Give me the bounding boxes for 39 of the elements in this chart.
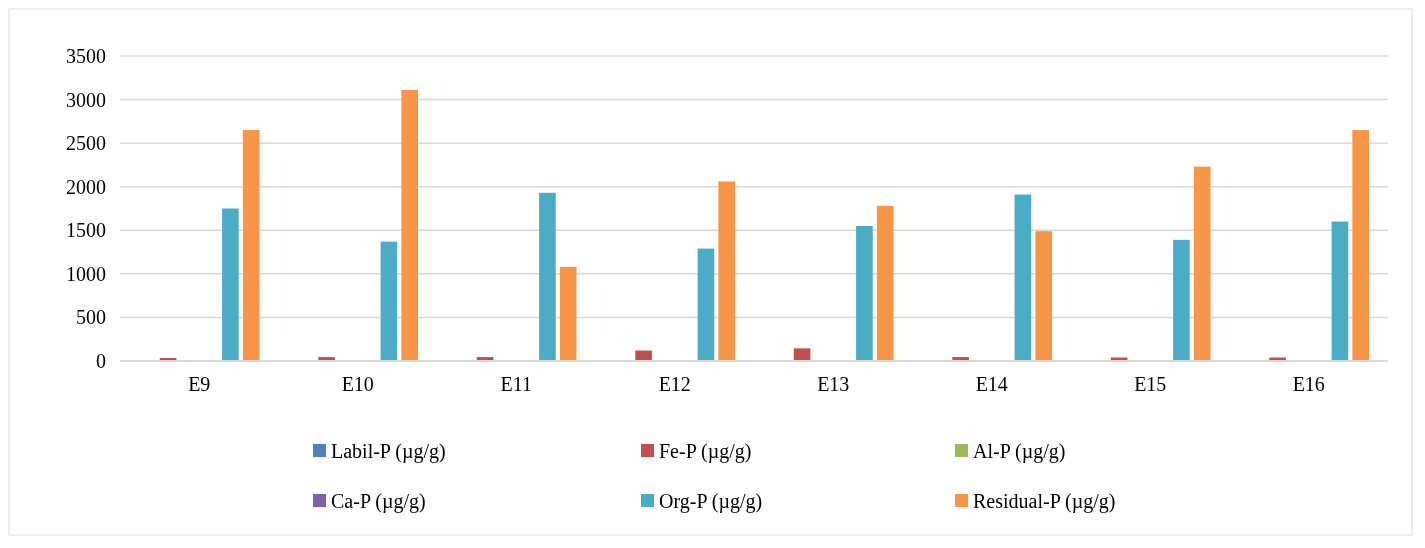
y-tick-label: 3500 <box>66 45 106 67</box>
legend-label: Labil-P (µg/g) <box>331 440 446 463</box>
y-tick-label: 2000 <box>66 175 106 198</box>
legend-label: Org-P (µg/g) <box>659 490 763 513</box>
bar <box>697 248 715 361</box>
y-tick-label: 0 <box>96 350 106 372</box>
x-tick-label: E11 <box>500 373 532 395</box>
x-tick-label: E10 <box>341 373 374 395</box>
bar <box>222 208 239 361</box>
legend-label: Residual-P (µg/g) <box>973 490 1116 513</box>
x-tick-label: E16 <box>1292 373 1325 395</box>
bar <box>1352 130 1369 361</box>
x-tick-label: E14 <box>975 373 1008 395</box>
bar <box>242 130 260 361</box>
legend-label: Al-P (µg/g) <box>973 440 1066 463</box>
legend-label: Fe-P (µg/g) <box>659 440 752 463</box>
y-tick-label: 3000 <box>66 88 106 111</box>
bar <box>718 181 735 361</box>
bar <box>559 266 577 361</box>
x-tick-label: E15 <box>1134 373 1167 395</box>
bar <box>1035 231 1052 361</box>
bar <box>1193 166 1211 361</box>
y-tick-label: 500 <box>76 306 106 329</box>
x-tick-label: E13 <box>817 373 850 395</box>
bar <box>1331 221 1349 361</box>
bar <box>793 348 811 361</box>
y-tick-label: 2500 <box>66 132 106 155</box>
bar <box>1014 194 1032 361</box>
bar <box>856 225 873 361</box>
y-tick-label: 1500 <box>66 219 106 242</box>
bar <box>876 205 894 361</box>
bar <box>401 89 418 361</box>
x-tick-label: E12 <box>658 373 691 395</box>
x-tick-label: E9 <box>188 373 211 395</box>
y-tick-label: 1000 <box>66 262 106 285</box>
bar <box>380 241 398 361</box>
bar <box>1173 239 1190 361</box>
legend-label: Ca-P (µg/g) <box>331 490 426 513</box>
bar <box>539 192 556 361</box>
